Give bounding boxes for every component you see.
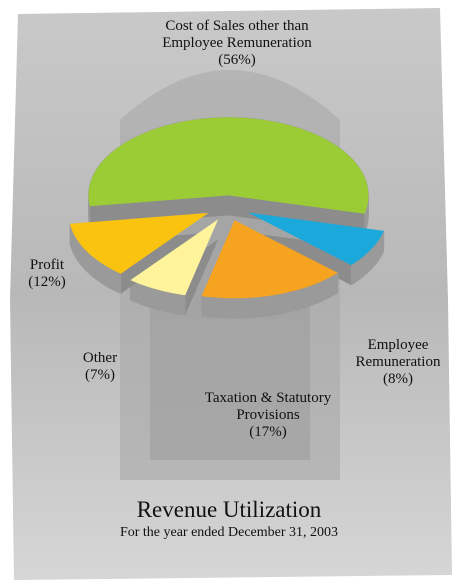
slice-edge <box>228 297 234 319</box>
slice <box>69 212 209 274</box>
category-label: Cost of Sales other than Employee Remune… <box>162 18 312 51</box>
category-label: Employee Remuneration <box>355 337 441 370</box>
slice-edge <box>313 282 319 305</box>
slice-edge <box>133 281 138 304</box>
slice <box>130 219 219 296</box>
category-label: Profit <box>29 257 65 273</box>
slice-edge <box>140 284 146 307</box>
chart-title: Revenue Utilization <box>136 497 322 522</box>
slice-edge <box>69 223 71 247</box>
slice-edge <box>90 254 94 278</box>
value-label: (8%) <box>383 371 413 387</box>
slice-edge <box>317 281 322 304</box>
slice-edge <box>210 296 216 318</box>
slice-edge <box>277 293 283 315</box>
slice-edge <box>331 274 336 298</box>
slice-edge <box>350 262 355 286</box>
slice-edge <box>113 269 118 293</box>
slice-edge <box>219 297 225 319</box>
slice-label: Other (7%) <box>70 350 130 384</box>
slice-edge <box>100 262 105 286</box>
slice-edge <box>201 295 207 318</box>
slice-label: Cost of Sales other than Employee Remune… <box>137 18 337 69</box>
slice-edge <box>180 294 186 316</box>
slice-edge <box>116 271 122 295</box>
slice-edge <box>250 297 256 319</box>
slice-edge <box>294 289 299 312</box>
slice-edge <box>81 244 84 269</box>
slice-edge <box>95 258 99 282</box>
slice-edge <box>103 264 108 288</box>
slice-edge <box>148 286 153 309</box>
slice-label: Employee Remuneration (8%) <box>348 337 448 388</box>
slice-edge <box>285 291 291 314</box>
slice-edge <box>259 296 265 318</box>
slice-edge <box>155 288 161 311</box>
slice-label: Profit (12%) <box>17 257 77 291</box>
slice-edge <box>306 285 311 308</box>
value-label: (56%) <box>218 52 256 68</box>
value-label: (7%) <box>85 367 115 383</box>
slice-edge <box>232 297 238 319</box>
slice-edge <box>356 258 360 282</box>
slice-edge <box>321 279 326 302</box>
slice-edge <box>172 292 178 315</box>
slice-edge <box>281 292 287 315</box>
slice-edge <box>324 277 329 301</box>
pie <box>69 117 385 319</box>
slice-edge <box>273 294 278 316</box>
slice-edge <box>264 295 270 317</box>
slice-edge <box>97 260 102 284</box>
slice-edge <box>85 249 89 274</box>
slice-edge <box>110 268 115 291</box>
slice-edge <box>368 248 372 273</box>
slice-edge <box>361 254 365 279</box>
slice-edge <box>298 288 303 311</box>
chart-subtitle: For the year ended December 31, 2003 <box>119 525 339 540</box>
slice-edge <box>302 286 307 309</box>
slice-edge <box>159 290 165 312</box>
slice-edge <box>290 290 295 313</box>
slice-edge <box>176 293 182 315</box>
slice-edge <box>366 250 370 275</box>
slice-label: Taxation & Statutory Provisions (17%) <box>193 390 343 441</box>
slice-edge <box>92 256 96 280</box>
slice-edge <box>359 256 363 281</box>
value-label: (12%) <box>28 274 66 290</box>
slice-edge <box>353 260 358 284</box>
slice-edge <box>83 247 86 272</box>
slice-edge <box>214 297 220 319</box>
slice-edge <box>237 297 243 319</box>
slice-edge <box>246 297 252 319</box>
category-label: Taxation & Statutory Provisions <box>204 390 332 423</box>
slice-edge <box>205 296 211 318</box>
slice-edge <box>327 276 332 299</box>
slice-edge <box>241 297 247 319</box>
slice-edge <box>223 297 229 319</box>
slice <box>247 212 384 266</box>
slice <box>88 117 369 214</box>
category-label: Other <box>82 350 118 366</box>
slice-edge <box>268 294 274 317</box>
slice-edge <box>144 285 149 308</box>
slice-edge <box>310 284 315 307</box>
slice-edge <box>164 290 169 313</box>
value-label: (17%) <box>249 424 287 440</box>
slice-edge <box>106 266 111 290</box>
slice-edge <box>137 282 142 305</box>
slice-edge <box>334 272 339 296</box>
slice-edge <box>364 252 368 277</box>
slice <box>201 220 338 299</box>
slice-edge <box>255 296 261 318</box>
slice-edge <box>168 291 173 314</box>
slice-edge <box>87 251 91 276</box>
slice-edge <box>371 246 374 270</box>
slice-edge <box>152 287 157 310</box>
